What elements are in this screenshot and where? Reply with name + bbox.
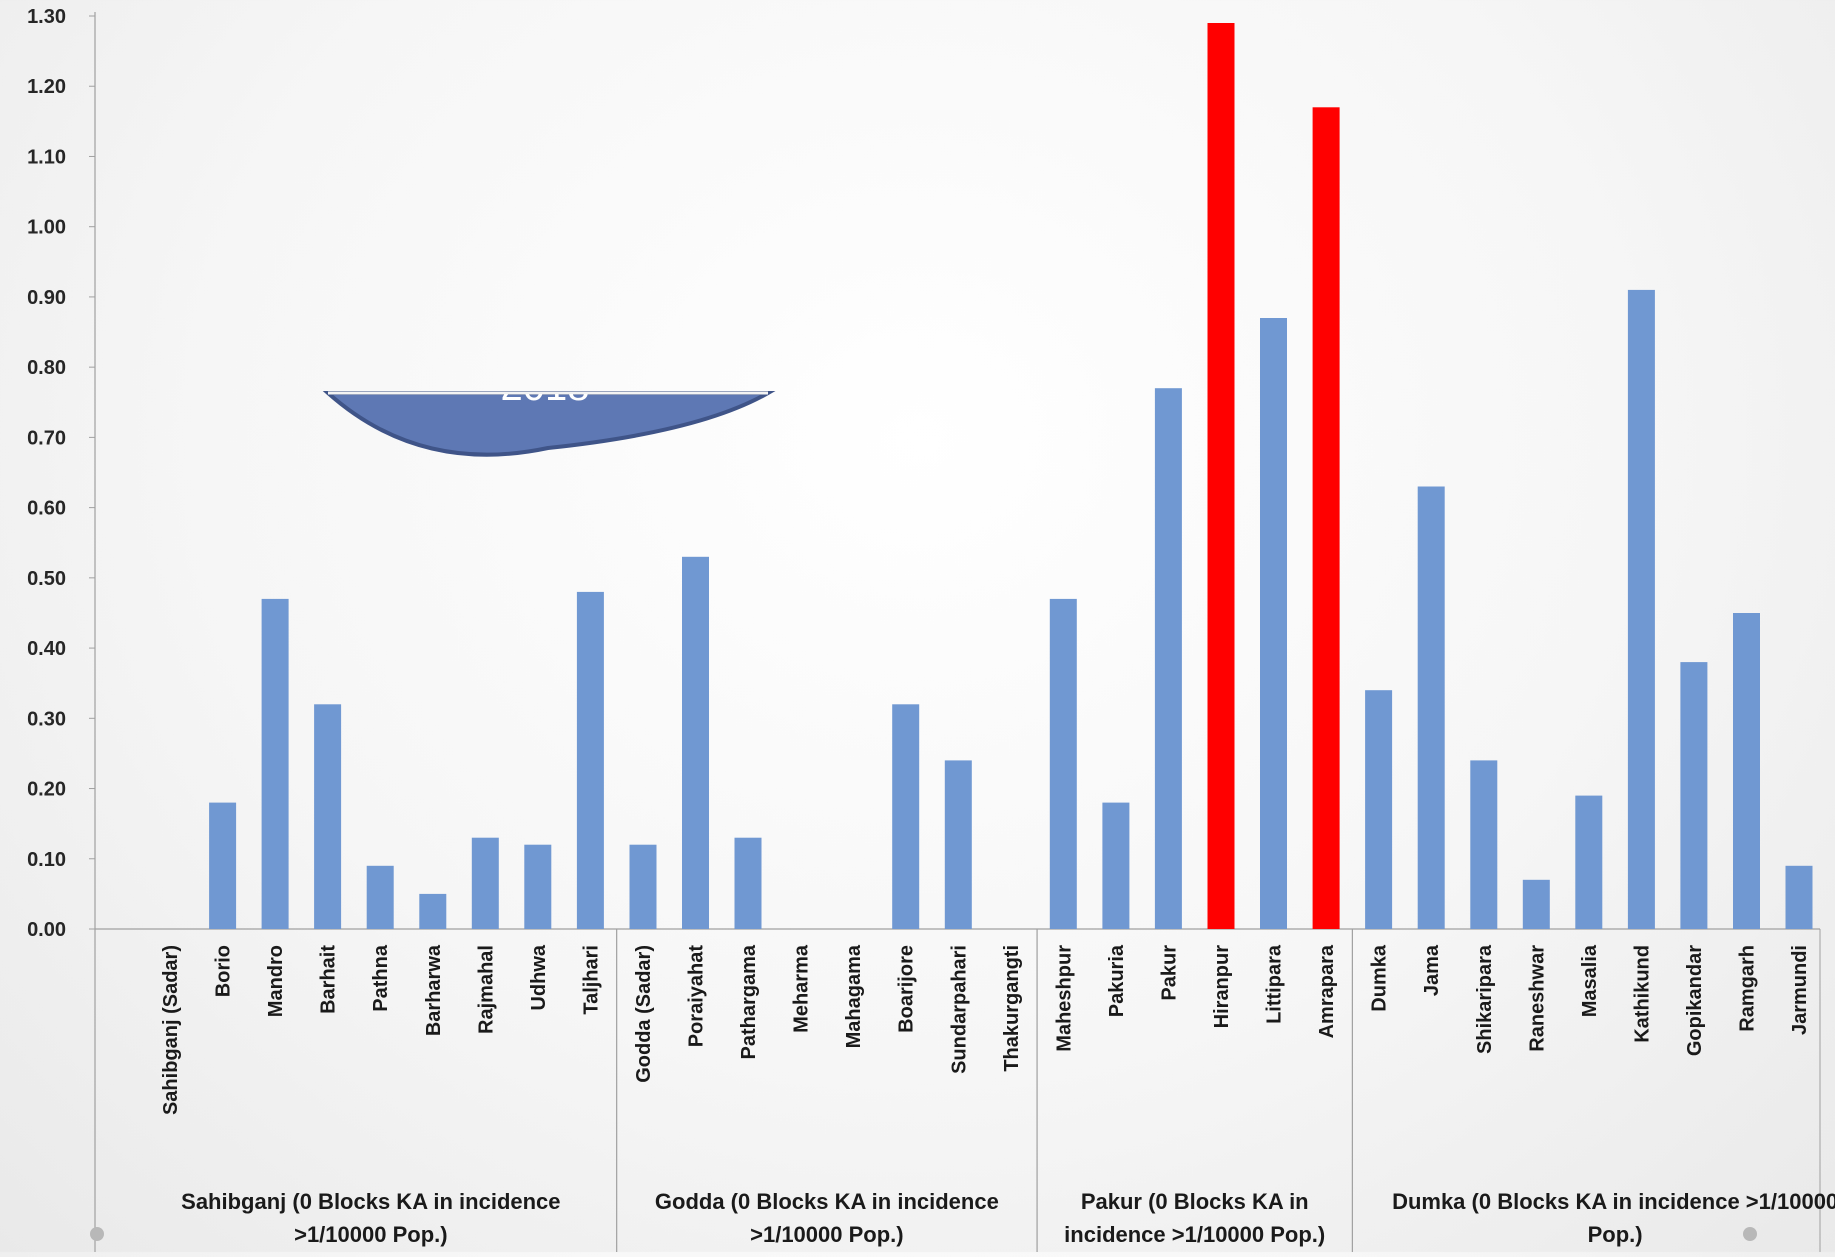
bar-pathna [366,865,394,929]
y-tick-label: 0.50 [27,568,66,590]
bar-poraiyahat [682,556,709,929]
category-label: Gopikandar [1684,945,1706,1056]
group-label: Dumka (0 Blocks KA in incidence >1/10000… [1392,1189,1835,1247]
bar-sundarpahari [944,760,972,929]
overlay-text: 2018 [501,365,590,409]
bar-kathikund [1627,289,1655,929]
category-label: Mandro [265,945,287,1017]
group-label: Godda (0 Blocks KA in incidence >1/10000 … [655,1189,999,1247]
bar-udhwa [524,844,552,929]
category-label: Raneshwar [1526,945,1548,1052]
category-label: Kathikund [1631,945,1653,1043]
bar-maheshpur [1049,598,1077,929]
category-label: Pakuria [1106,944,1128,1017]
category-label: Mahagama [843,944,865,1048]
y-tick-label: 0.70 [27,427,66,449]
category-label: Dumka [1369,944,1391,1012]
bar-taljhari [576,591,604,929]
category-label: Borio [213,945,235,997]
category-label: Ramgarh [1737,945,1759,1032]
overlay-shape [322,391,776,457]
bar-littipara [1260,318,1287,929]
category-label: Rajmahal [475,945,497,1034]
bar-pakur [1154,388,1182,929]
bar-masalia [1575,795,1603,929]
bar-mandro [261,598,289,929]
category-label: Jarmundi [1789,945,1811,1035]
y-tick-label: 0.20 [27,779,66,801]
category-label: Masalia [1579,944,1601,1017]
category-label: Hiranpur [1211,945,1233,1029]
category-label: Maheshpur [1053,945,1075,1052]
bar-borio [209,802,237,929]
category-label: Pathna [370,944,392,1012]
bar-pakuria [1102,802,1130,929]
category-label: Poraiyahat [686,945,708,1048]
y-tick-label: 0.90 [27,287,66,309]
bar-dumka [1365,690,1393,929]
category-label: Godda (Sadar) [633,945,655,1083]
bar-raneshwar [1522,879,1550,929]
decorative-dot [1743,1227,1757,1241]
bar-boarijore [892,704,920,929]
category-label: Shikaripara [1474,944,1496,1054]
category-label: Sahibganj (Sadar) [160,945,182,1115]
y-tick-label: 0.60 [27,498,66,520]
bar-ramgarh [1733,613,1760,929]
y-tick-label: 0.80 [27,357,66,379]
category-label: Barhait [318,945,340,1014]
bar-rajmahal [471,837,499,929]
y-tick-label: 1.30 [27,6,66,28]
bar-jarmundi [1785,865,1813,929]
category-label: Jama [1421,944,1443,996]
category-label: Amrapara [1316,944,1338,1038]
bar-jama [1417,486,1445,929]
y-tick-label: 1.10 [27,146,66,168]
bar-barharwa [419,893,447,929]
y-tick-label: 0.00 [27,919,66,941]
bar-hiranpur [1207,23,1235,929]
y-tick-label: 1.00 [27,217,66,239]
category-label: Boarijore [896,945,918,1033]
bar-barhait [314,704,342,929]
bar-pathargama [734,837,762,929]
y-tick-label: 1.20 [27,76,66,98]
group-label: Sahibganj (0 Blocks KA in incidence >1/10… [181,1189,560,1247]
group-label: Pakur (0 Blocks KA in incidence >1/10000 … [1064,1189,1325,1247]
category-label: Thakurgangti [1001,945,1023,1072]
y-tick-label: 0.10 [27,849,66,871]
bar-amrapara [1312,107,1340,930]
category-label: Udhwa [528,944,550,1010]
y-tick-label: 0.40 [27,638,66,660]
category-label: Taljhari [580,945,602,1015]
category-label: Sundarpahari [948,945,970,1074]
decorative-dot [90,1227,104,1241]
bar-gopikandar [1680,662,1708,929]
category-label: Pakur [1158,945,1180,1001]
category-label: Littipara [1264,944,1286,1024]
category-label: Barharwa [423,944,445,1036]
category-label: Pathargama [738,944,760,1059]
bar-godda-sadar [629,844,657,929]
y-tick-label: 0.30 [27,708,66,730]
category-label: Meharma [791,944,813,1033]
bar-shikaripara [1470,760,1498,929]
